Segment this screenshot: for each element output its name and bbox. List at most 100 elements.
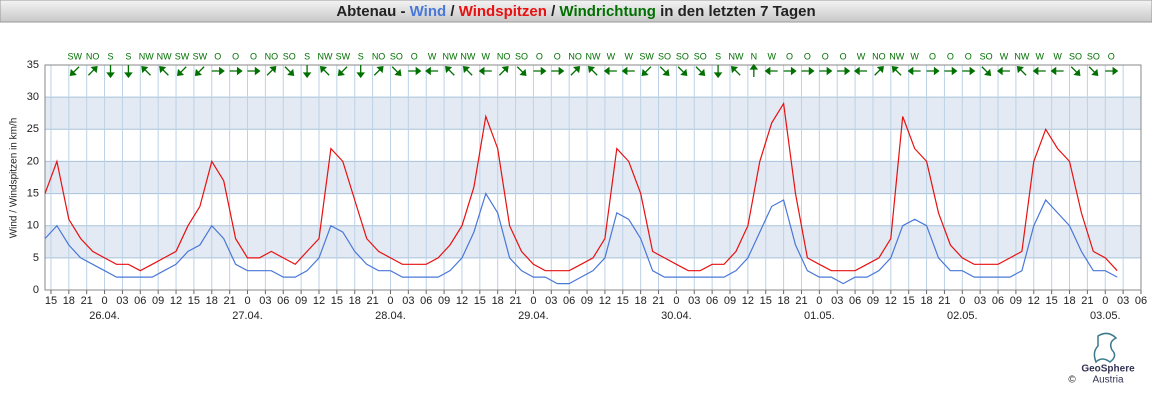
y-axis-label: Wind / Windspitzen in km/h: [9, 118, 20, 239]
title-wind: Wind: [410, 3, 447, 20]
direction-label: W: [1035, 51, 1044, 61]
x-tick-label: 21: [1081, 295, 1093, 307]
date-label: 01.05.: [804, 310, 835, 322]
x-tick-label: 18: [920, 295, 932, 307]
x-tick-label: 06: [134, 295, 146, 307]
direction-label: SO: [390, 51, 403, 61]
x-tick-label: 09: [867, 295, 879, 307]
direction-label: NW: [586, 51, 601, 61]
direction-arrow: [926, 66, 940, 76]
direction-arrow: [247, 66, 261, 76]
direction-label: S: [715, 51, 721, 61]
direction-arrow: [730, 65, 741, 76]
x-tick-label: 18: [492, 295, 504, 307]
y-tick-label: 5: [33, 252, 39, 264]
x-tick-label: 0: [387, 295, 393, 307]
direction-arrow: [445, 65, 455, 76]
x-tick-label: 12: [1028, 295, 1040, 307]
y-tick-label: 0: [33, 284, 39, 296]
direction-label: O: [554, 51, 561, 61]
x-tick-label: 21: [81, 295, 93, 307]
direction-arrow: [764, 66, 778, 76]
x-tick-label: 0: [959, 295, 965, 307]
direction-label: NW: [317, 51, 332, 61]
direction-arrow: [587, 65, 598, 76]
date-label: 28.04.: [375, 310, 406, 322]
direction-label: NW: [728, 51, 743, 61]
direction-arrow: [87, 65, 98, 76]
direction-arrow: [783, 66, 797, 76]
x-tick-label: 06: [563, 295, 575, 307]
x-tick-label: 15: [617, 295, 629, 307]
y-tick-label: 15: [27, 187, 39, 199]
direction-label: SO: [1069, 51, 1082, 61]
direction-label: SO: [694, 51, 707, 61]
direction-label: O: [804, 51, 811, 61]
direction-arrow: [1032, 66, 1046, 76]
x-tick-label: 09: [724, 295, 736, 307]
x-tick-label: 18: [63, 295, 75, 307]
x-tick-label: 15: [474, 295, 486, 307]
title-bar: [0, 0, 1152, 23]
date-label: 27.04.: [232, 310, 263, 322]
x-tick-label: 0: [1102, 295, 1108, 307]
x-tick-label: 03: [688, 295, 700, 307]
direction-arrow: [659, 66, 670, 77]
x-tick-label: 12: [456, 295, 468, 307]
direction-arrow: [266, 65, 277, 76]
title-separator: /: [551, 3, 556, 20]
direction-arrow: [749, 63, 759, 77]
x-tick-label: 09: [152, 295, 164, 307]
x-tick-label: 03: [831, 295, 843, 307]
direction-arrow: [1050, 66, 1064, 76]
direction-arrow: [478, 66, 492, 76]
direction-arrow: [1070, 66, 1081, 77]
direction-arrow: [141, 65, 151, 76]
direction-label: O: [840, 51, 847, 61]
direction-label: SO: [658, 51, 671, 61]
direction-label: W: [428, 51, 437, 61]
direction-arrow: [229, 66, 243, 76]
title-direction: Windrichtung: [559, 3, 656, 20]
direction-label: O: [1108, 51, 1115, 61]
x-tick-label: 09: [581, 295, 593, 307]
x-tick-label: 0: [530, 295, 536, 307]
x-tick-label: 09: [438, 295, 450, 307]
direction-label: O: [536, 51, 543, 61]
direction-arrow: [356, 65, 365, 79]
direction-arrow: [498, 65, 509, 76]
direction-label: S: [304, 51, 310, 61]
x-tick-label: 21: [224, 295, 236, 307]
title-prefix: Abtenau -: [336, 3, 405, 20]
direction-arrow: [641, 66, 652, 77]
direction-label: W: [482, 51, 491, 61]
direction-arrow: [1088, 66, 1099, 77]
x-tick-label: 06: [277, 295, 289, 307]
direction-arrow: [516, 66, 527, 77]
direction-label: W: [624, 51, 633, 61]
direction-label: SO: [980, 51, 993, 61]
x-tick-label: 03: [974, 295, 986, 307]
direction-label: W: [1053, 51, 1062, 61]
direction-arrow: [944, 66, 958, 76]
band: [45, 225, 1141, 258]
direction-arrow: [462, 65, 473, 76]
x-tick-label: 0: [673, 295, 679, 307]
direction-arrow: [551, 66, 565, 76]
date-label: 30.04.: [661, 310, 692, 322]
copyright: ©: [1068, 375, 1076, 386]
x-tick-label: 21: [795, 295, 807, 307]
x-tick-label: 0: [102, 295, 108, 307]
logo-text: GeoSphere: [1081, 364, 1135, 375]
direction-label: SO: [1087, 51, 1100, 61]
direction-label: NO: [497, 51, 511, 61]
direction-label: W: [857, 51, 866, 61]
y-tick-label: 30: [27, 91, 39, 103]
direction-arrow: [695, 66, 706, 77]
logo: GeoSphere Austria ©: [1068, 332, 1135, 386]
x-tick-label: 18: [1063, 295, 1075, 307]
direction-arrow: [337, 66, 348, 77]
direction-label: W: [767, 51, 776, 61]
direction-arrow: [996, 66, 1010, 76]
direction-arrow: [677, 66, 688, 77]
